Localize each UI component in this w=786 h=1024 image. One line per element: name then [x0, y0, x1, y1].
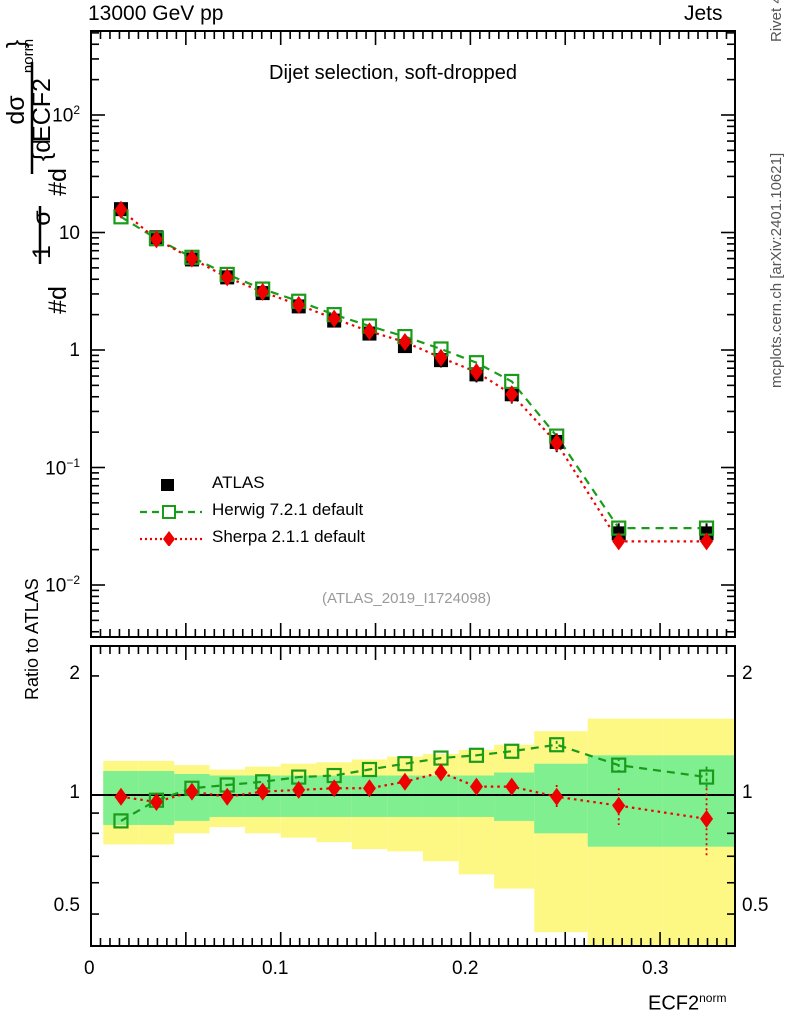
herwig-ratio-line: [120, 743, 707, 822]
sherpa-marker: [612, 532, 626, 551]
ratio-ytick-05-right: 0.5: [742, 895, 769, 916]
ytick-1e-2: 10−2: [45, 573, 80, 597]
sherpa-main-line: [120, 208, 707, 543]
sherpa-marker: [362, 322, 376, 341]
legend-label-atlas: ATLAS: [212, 473, 265, 492]
svg-text:1: 1: [28, 245, 56, 259]
sherpa-ratio-marker: [114, 787, 128, 806]
header-left: 13000 GeV pp: [88, 2, 224, 25]
sherpa-marker: [256, 282, 270, 301]
xaxis-label: ECF2norm: [648, 991, 727, 1015]
sherpa-marker: [550, 433, 564, 452]
ratio-ytick-1-right: 1: [742, 782, 753, 803]
svg-text:#d: #d: [44, 286, 72, 314]
ytick-10: 10: [58, 223, 80, 244]
sherpa-marker: [220, 268, 234, 287]
header-right: Jets: [684, 2, 723, 25]
svg-text:}: }: [2, 40, 30, 48]
sherpa-marker: [434, 348, 448, 367]
sherpa-ratio-marker: [292, 780, 306, 799]
panel-title: Dijet selection, soft-dropped: [269, 62, 517, 84]
main-panel-frame: [90, 30, 736, 638]
xtick-0: 0: [84, 958, 95, 979]
legend-label-herwig: Herwig 7.2.1 default: [212, 500, 364, 519]
herwig-ratio-marker: [698, 769, 715, 785]
sherpa-ratio-marker: [327, 779, 341, 798]
sherpa-ratio-marker: [434, 763, 448, 782]
sherpa-ratio-marker: [149, 793, 163, 812]
ratio-ytick-1-left: 1: [69, 782, 80, 803]
xtick-03: 0.3: [642, 958, 669, 979]
sherpa-marker: [398, 332, 412, 351]
sherpa-marker: [505, 385, 519, 404]
xtick-02: 0.2: [452, 958, 479, 979]
sherpa-marker: [292, 295, 306, 314]
ratio-ytick-05-left: 0.5: [53, 895, 80, 916]
svg-text:{d: {d: [28, 139, 56, 161]
sherpa-ratio-marker: [220, 787, 234, 806]
sherpa-ratio-marker: [185, 782, 199, 801]
sherpa-ratio-marker: [398, 772, 412, 791]
svg-text:dσ: dσ: [2, 95, 30, 125]
herwig-ratio-marker: [397, 756, 413, 772]
sherpa-marker: [327, 309, 341, 328]
sherpa-ratio-marker: [612, 796, 626, 815]
sherpa-marker: [469, 362, 483, 381]
ytick-1: 1: [69, 340, 80, 361]
main-frame-rect: [90, 30, 736, 638]
herwig-ratio-marker: [468, 747, 485, 763]
sherpa-marker: [700, 532, 714, 551]
sherpa-ratio-marker: [362, 779, 376, 798]
ratio-ytick-2-right: 2: [742, 663, 753, 684]
sherpa-ratio-marker: [505, 777, 519, 796]
svg-text:#d: #d: [44, 168, 72, 196]
uncertainty-band-inner: [662, 755, 735, 847]
sherpa-ratio-line: [120, 771, 707, 821]
herwig-ratio-marker: [361, 761, 378, 778]
ytick-1e-1: 10−1: [45, 456, 80, 480]
herwig-main-line: [120, 215, 707, 530]
sherpa-ratio-marker: [550, 787, 564, 806]
ytick-1e2: 102: [52, 103, 80, 127]
sherpa-marker: [114, 200, 128, 219]
legend-label-sherpa: Sherpa 2.1.1 default: [212, 527, 366, 546]
svg-text:σ: σ: [28, 210, 56, 226]
sherpa-ratio-marker: [469, 777, 483, 796]
herwig-ratio-marker: [611, 757, 627, 773]
uncertainty-band-inner: [422, 775, 459, 817]
herwig-ratio-marker: [549, 737, 565, 753]
uncertainty-band-inner: [494, 772, 535, 821]
sherpa-ratio-marker: [700, 809, 714, 828]
sherpa-marker: [185, 249, 199, 268]
sherpa-ratio-marker: [256, 782, 270, 801]
herwig-ratio-marker: [504, 743, 520, 759]
main-ylabel: #d 1 σ #d {d ECF2 norm dσ }: [0, 0, 86, 640]
sherpa-marker: [149, 230, 163, 249]
ratio-ytick-2-left: 2: [69, 663, 80, 684]
herwig-ratio-marker: [113, 813, 129, 829]
analysis-watermark: (ATLAS_2019_I1724098): [322, 590, 492, 607]
xtick-01: 0.1: [262, 958, 289, 979]
